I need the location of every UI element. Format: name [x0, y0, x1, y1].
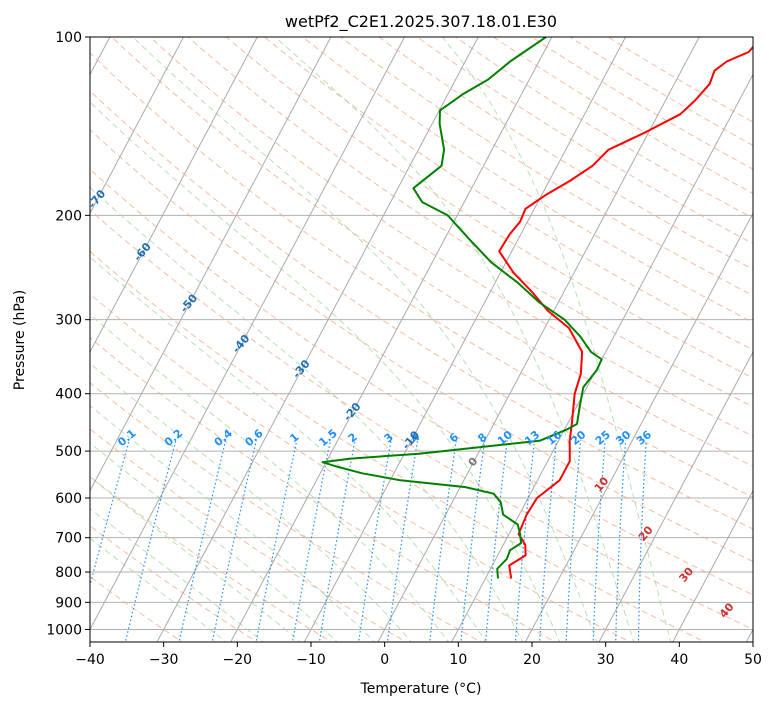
- x-tick-label: 20: [523, 652, 541, 668]
- y-tick-label: 800: [55, 565, 82, 581]
- chart-title: wetPf2_C2E1.2025.307.18.01.E30: [285, 12, 557, 32]
- x-tick-label: −30: [149, 652, 179, 668]
- y-tick-label: 700: [55, 531, 82, 547]
- x-tick-label: −10: [296, 652, 326, 668]
- y-tick-label: 300: [55, 313, 82, 329]
- x-tick-label: 40: [670, 652, 688, 668]
- x-tick-label: 10: [449, 652, 467, 668]
- y-tick-label: 600: [55, 491, 82, 507]
- y-tick-label: 500: [55, 444, 82, 460]
- x-tick-label: 50: [744, 652, 762, 668]
- y-tick-label: 400: [55, 387, 82, 403]
- y-tick-label: 100: [55, 30, 82, 46]
- x-tick-label: 30: [597, 652, 615, 668]
- x-tick-label: 0: [380, 652, 389, 668]
- x-tick-label: −40: [75, 652, 105, 668]
- x-axis-label: Temperature (°C): [360, 681, 482, 697]
- y-axis-label: Pressure (hPa): [12, 290, 28, 390]
- y-tick-label: 1000: [46, 622, 82, 638]
- y-tick-label: 900: [55, 595, 82, 611]
- x-tick-label: −20: [223, 652, 253, 668]
- y-tick-label: 200: [55, 208, 82, 224]
